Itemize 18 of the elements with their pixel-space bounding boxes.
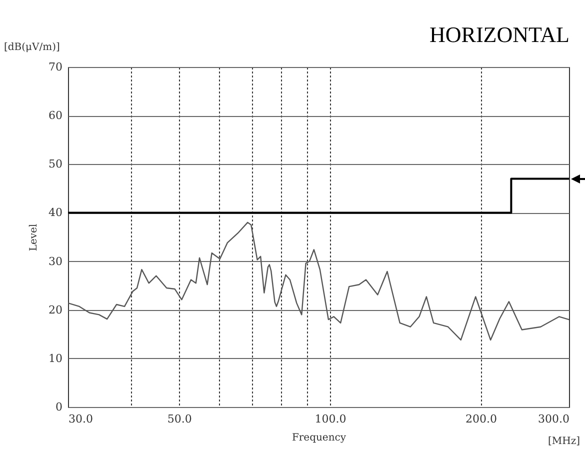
x-tick-label: 300.0 [538, 412, 570, 426]
y-tick-label: 50 [48, 158, 62, 171]
x-tick-label: 50.0 [167, 412, 192, 426]
y-tick-label: 10 [48, 352, 62, 365]
y-tick-label: 70 [48, 60, 62, 74]
text: [dB(μV/m)] [4, 42, 60, 53]
y-tick-label: 30 [48, 254, 62, 268]
y-tick-label: 60 [48, 109, 62, 122]
y-axis-title: Level [28, 224, 40, 252]
chart-title: HORIZONTAL [430, 22, 570, 47]
x-axis-title: Frequency [292, 432, 346, 444]
text: [MHz] [548, 436, 580, 447]
y-tick-label: 0 [56, 400, 62, 414]
x-tick-label: 30.0 [68, 412, 93, 426]
y-tick-label: 40 [48, 206, 62, 220]
y-tick-label: 20 [48, 303, 62, 316]
x-tick-label: 200.0 [466, 412, 498, 426]
x-tick-label: 100.0 [314, 412, 346, 426]
